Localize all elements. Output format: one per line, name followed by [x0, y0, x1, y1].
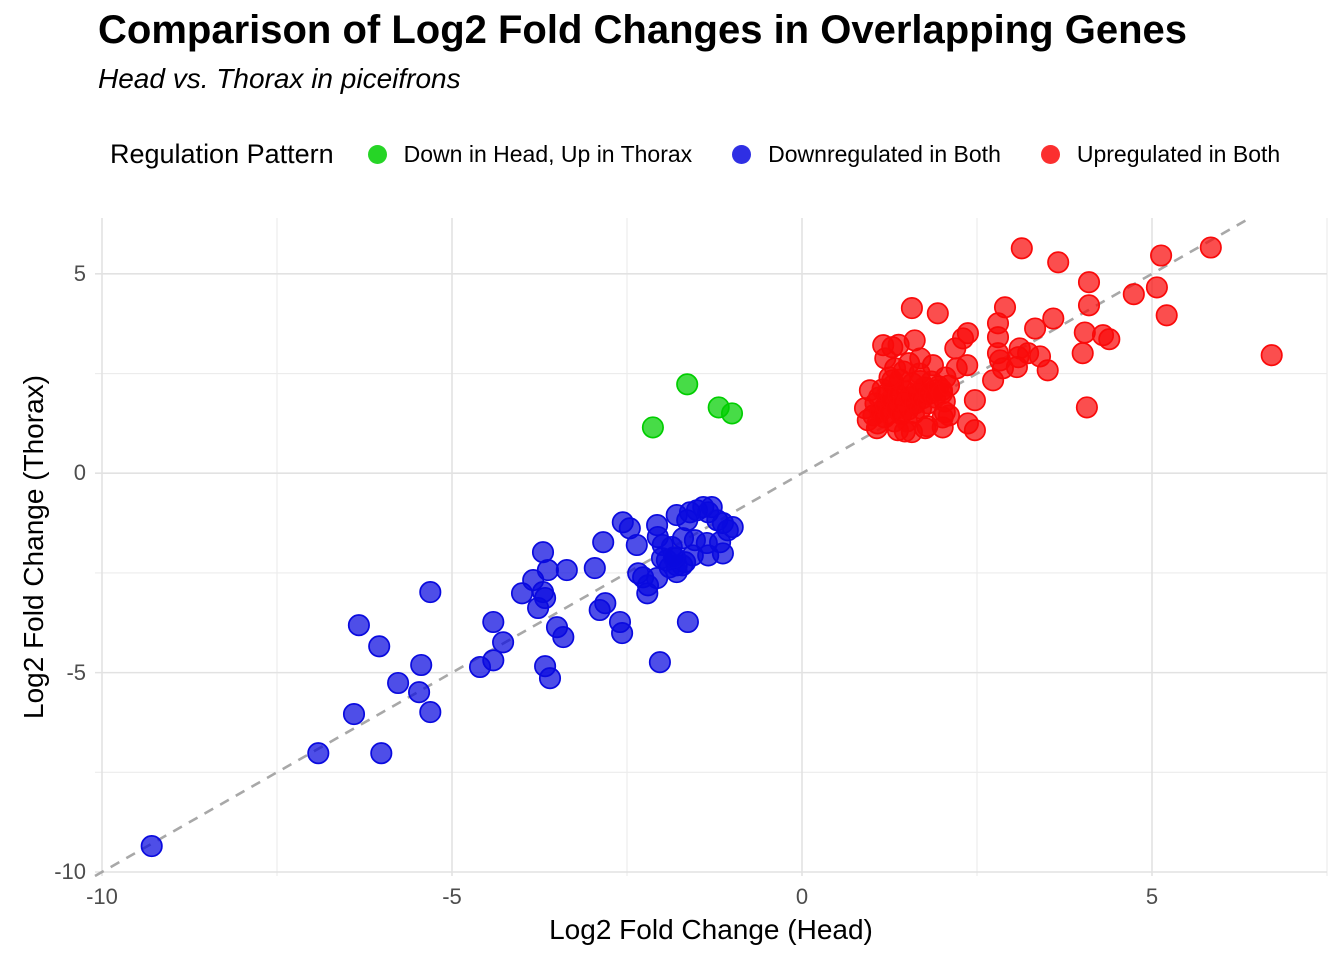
data-point-series-2: [1098, 328, 1121, 351]
x-tick-label: -5: [442, 884, 462, 909]
x-tick-label: 5: [1145, 884, 1159, 909]
data-point-series-2: [937, 404, 961, 427]
data-point-series-1: [492, 631, 515, 654]
y-tick-label: -10: [54, 859, 86, 884]
data-point-series-1: [342, 703, 366, 726]
data-point-series-2: [1155, 304, 1178, 327]
data-point-series-1: [370, 742, 393, 765]
data-point-series-2: [1047, 251, 1070, 274]
data-point-series-1: [662, 546, 685, 569]
data-point-series-1: [410, 653, 433, 677]
data-point-series-1: [611, 622, 634, 645]
data-point-series-2: [944, 337, 967, 360]
legend-item: Upregulated in Both: [1040, 140, 1281, 168]
chart-subtitle: Head vs. Thorax in piceifrons: [98, 63, 461, 94]
data-point-series-2: [1028, 345, 1052, 368]
legend-swatch-icon: [367, 144, 387, 164]
legend-item-label: Upregulated in Both: [1076, 140, 1281, 167]
legend-swatch-icon: [732, 144, 752, 164]
data-point-series-1: [408, 681, 431, 704]
legend-title: Regulation Pattern: [110, 138, 334, 169]
data-point-series-2: [1150, 244, 1173, 267]
data-point-series-2: [937, 374, 961, 397]
data-point-series-1: [482, 610, 505, 634]
data-point-series-2: [1010, 237, 1033, 260]
data-point-series-2: [892, 360, 915, 383]
data-point-series-1: [307, 742, 330, 765]
legend: Regulation Pattern Down in Head, Up in T…: [110, 134, 1280, 174]
data-point-series-1: [555, 559, 578, 582]
data-point-series-2: [1073, 321, 1096, 344]
data-point-series-1: [583, 557, 606, 580]
legend-swatch-icon: [1040, 144, 1060, 164]
data-point-series-1: [140, 835, 163, 858]
x-tick-label: 0: [795, 884, 809, 909]
data-point-series-2: [1071, 342, 1094, 365]
legend-item: Downregulated in Both: [732, 141, 1001, 168]
y-tick-label: -5: [66, 659, 86, 685]
data-point-series-1: [536, 559, 559, 582]
data-point-series-2: [1260, 344, 1283, 367]
data-point-series-2: [1008, 337, 1031, 360]
data-point-series-1: [592, 531, 615, 554]
data-point-series-2: [963, 389, 986, 412]
data-point-series-1: [419, 701, 442, 724]
data-point-series-0: [676, 373, 699, 396]
data-point-series-2: [874, 347, 897, 370]
data-point-series-2: [900, 297, 923, 320]
data-point-series-2: [1145, 276, 1168, 299]
chart-title: Comparison of Log2 Fold Changes in Overl…: [98, 8, 1188, 52]
y-tick-label: 0: [73, 460, 86, 486]
data-point-series-2: [1075, 396, 1098, 419]
data-point-series-1: [387, 671, 410, 695]
data-point-series-1: [347, 614, 370, 637]
y-tick-label: 5: [73, 260, 86, 286]
data-point-series-1: [625, 533, 648, 557]
legend-items: Down in Head, Up in Thorax Downregulated …: [367, 140, 1281, 168]
data-point-series-2: [926, 302, 949, 325]
data-point-series-1: [721, 516, 744, 539]
data-point-series-2: [1024, 317, 1047, 340]
data-point-series-2: [1077, 294, 1101, 317]
data-point-series-1: [534, 586, 557, 610]
data-point-series-2: [956, 412, 979, 435]
legend-item: Down in Head, Up in Thorax: [367, 140, 693, 168]
data-point-series-1: [552, 626, 575, 649]
legend-item-label: Down in Head, Up in Thorax: [403, 140, 693, 167]
data-point-series-1: [468, 655, 492, 679]
data-point-series-2: [989, 349, 1012, 372]
data-point-series-0: [641, 416, 664, 439]
data-point-series-1: [648, 651, 671, 674]
x-axis-title: Log2 Fold Change (Head): [549, 914, 873, 945]
data-point-series-2: [956, 322, 979, 345]
data-point-series-2: [1042, 307, 1065, 330]
data-point-series-1: [711, 542, 734, 565]
data-point-series-1: [636, 574, 660, 597]
data-point-series-1: [676, 610, 699, 634]
data-point-series-2: [1122, 283, 1145, 306]
data-point-series-1: [419, 581, 442, 604]
data-point-series-1: [588, 598, 611, 622]
data-point-series-2: [956, 354, 979, 377]
x-tick-label: -10: [86, 884, 118, 909]
data-point-series-1: [368, 635, 391, 658]
data-point-series-1: [538, 667, 562, 690]
data-point-series-2: [1199, 236, 1222, 259]
data-point-series-2: [1077, 271, 1101, 294]
legend-item-label: Downregulated in Both: [768, 140, 1001, 167]
data-point-series-0: [720, 402, 744, 425]
